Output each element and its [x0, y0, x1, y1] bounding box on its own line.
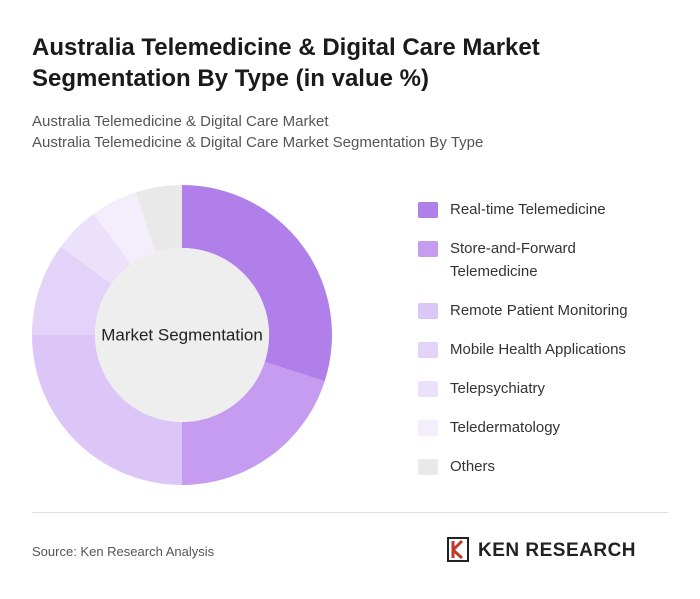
source: Source: Ken Research Analysis: [32, 544, 215, 559]
legend-swatch: [418, 342, 438, 358]
legend-item: Telepsychiatry: [418, 377, 668, 400]
donut-segment: [32, 246, 112, 335]
donut-segment: [93, 192, 156, 265]
chart-title: Australia Telemedicine & Digital Care Ma…: [32, 34, 540, 92]
legend-item: Others: [418, 455, 668, 478]
legend-item: Remote Patient Monitoring: [418, 299, 668, 322]
legend-item: Teledermatology: [418, 416, 668, 439]
legend-label: Teledermatology: [450, 419, 561, 436]
legend-swatch: [418, 202, 438, 218]
center-label: Market Segmentation: [101, 325, 263, 344]
legend-item: Mobile Health Applications: [418, 338, 668, 361]
divider: [32, 512, 668, 513]
legend-swatch: [418, 303, 438, 319]
legend-swatch: [418, 381, 438, 397]
donut-chart: Market Segmentation: [32, 185, 332, 486]
legend-label: Remote Patient Monitoring: [450, 302, 628, 319]
legend-label: Store-and-Forward Telemedicine: [450, 240, 576, 280]
subtitle: Australia Telemedicine & Digital Care Ma…: [32, 113, 329, 130]
donut-segment: [135, 185, 182, 253]
legend-label: Telepsychiatry: [450, 380, 546, 397]
legend-swatch: [418, 420, 438, 436]
legend-item: Store-and-Forward Telemedicine: [418, 237, 668, 283]
donut-segment: [182, 185, 332, 382]
legend: Real-time Telemedicine Store-and-Forward …: [418, 198, 668, 494]
donut-hole: [95, 248, 269, 422]
legend-label: Others: [450, 458, 496, 475]
legend-label: Mobile Health Applications: [450, 341, 626, 358]
logo-icon: [447, 537, 469, 562]
donut-segment: [182, 361, 325, 486]
donut-segment: [60, 213, 131, 284]
subtitle: Australia Telemedicine & Digital Care Ma…: [32, 134, 484, 151]
legend-label: Real-time Telemedicine: [450, 201, 606, 218]
donut-segment: [32, 335, 182, 485]
brand: KEN RESEARCH: [478, 540, 637, 561]
legend-item: Real-time Telemedicine: [418, 198, 668, 221]
legend-swatch: [418, 241, 438, 257]
legend-swatch: [418, 459, 438, 475]
